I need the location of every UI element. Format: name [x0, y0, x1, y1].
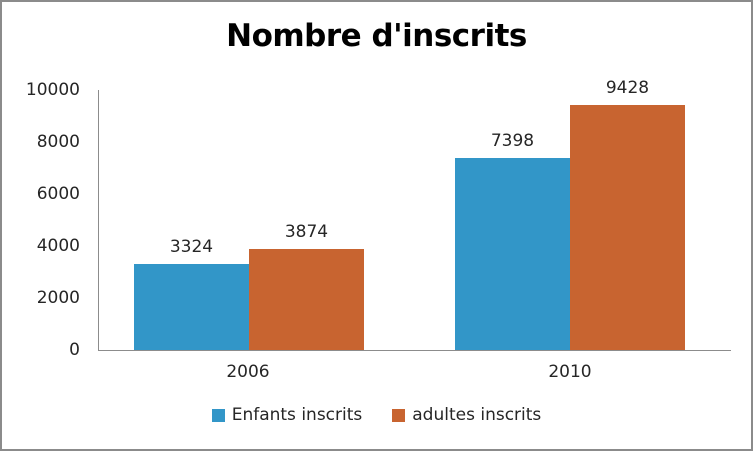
legend: Enfants inscrits adultes inscrits — [2, 405, 751, 425]
y-axis-tick-label: 2000 — [36, 288, 80, 308]
y-axis-tick-label: 10000 — [25, 80, 80, 100]
bar-adultes-inscrits — [570, 104, 685, 350]
bar-column: 3874 — [249, 222, 364, 350]
y-axis-tick-label: 4000 — [36, 236, 80, 256]
legend-entry: Enfants inscrits — [211, 405, 363, 425]
bar-group-2006: 3324 3874 — [134, 222, 364, 350]
y-axis: 0 2000 4000 6000 8000 10000 — [2, 2, 88, 449]
bar-column: 7398 — [455, 131, 570, 350]
y-axis-tick-label: 6000 — [36, 184, 80, 204]
plot-area: 3324 3874 7398 9428 — [98, 78, 731, 351]
x-axis: 2006 2010 — [2, 362, 751, 386]
bar-column: 9428 — [570, 78, 685, 350]
bar-enfants-inscrits — [134, 263, 249, 350]
legend-entry: adultes inscrits — [392, 405, 541, 425]
legend-swatch-icon — [211, 408, 225, 422]
bar-enfants-inscrits — [455, 157, 570, 350]
bar-group-2010: 7398 9428 — [455, 78, 685, 350]
data-label: 3874 — [284, 222, 329, 243]
data-label: 9428 — [605, 77, 650, 98]
bar-adultes-inscrits — [249, 249, 364, 350]
data-label: 3324 — [169, 236, 214, 257]
y-axis-tick-label: 8000 — [36, 132, 80, 152]
data-label: 7398 — [490, 130, 535, 151]
x-axis-category-label: 2010 — [548, 362, 592, 382]
chart-title: Nombre d'inscrits — [226, 18, 527, 54]
legend-label: adultes inscrits — [412, 405, 542, 425]
y-axis-tick-label: 0 — [69, 340, 80, 360]
legend-swatch-icon — [392, 408, 406, 422]
x-axis-category-label: 2006 — [226, 362, 270, 382]
legend-label: Enfants inscrits — [231, 405, 363, 425]
bar-column: 3324 — [134, 237, 249, 350]
bars-container: 3324 3874 7398 9428 — [99, 78, 731, 350]
